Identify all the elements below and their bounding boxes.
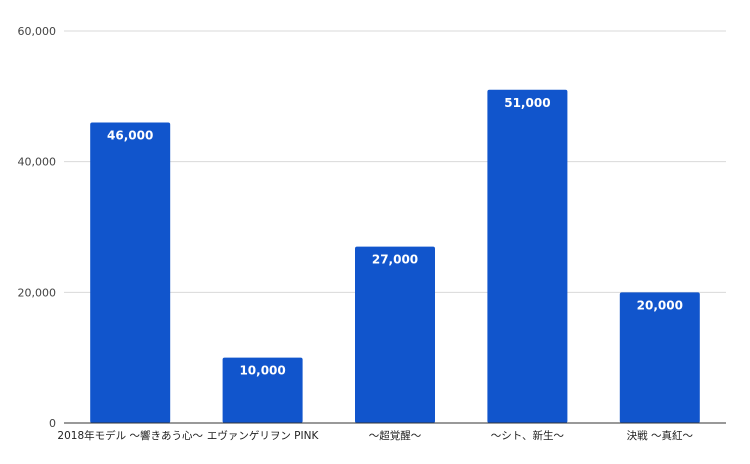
x-category-label: ～シト、新生～ [491,429,565,442]
data-label: 27,000 [372,253,418,267]
x-axis-labels: 2018年モデル ～響きあう心～ エヴァンゲリヲン PINK ～超覚醒～ ～シト、新生… [57,429,693,442]
y-tick-label: 20,000 [18,286,57,299]
bar [487,89,568,424]
y-tick-label: 60,000 [18,25,57,38]
data-label: 51,000 [504,96,550,110]
bar [90,122,171,423]
bar [222,357,303,423]
bars [90,89,700,424]
x-category-label: 2018年モデル ～響きあう心～ [57,429,203,442]
bar [619,292,700,423]
data-label: 20,000 [637,298,683,312]
x-category-label: 決戦 ～真紅～ [627,429,694,442]
x-category-label: エヴァンゲリヲン PINK [207,429,320,442]
data-labels: 46,000 10,000 27,000 51,000 20,000 [107,96,683,378]
data-label: 46,000 [107,128,153,142]
y-tick-label: 40,000 [18,156,57,169]
data-label: 10,000 [239,364,285,378]
x-category-label: ～超覚醒～ [369,429,422,442]
y-tick-label: 0 [49,417,56,430]
bar [355,246,435,423]
y-axis-ticks: 0 20,000 40,000 60,000 [18,25,57,430]
